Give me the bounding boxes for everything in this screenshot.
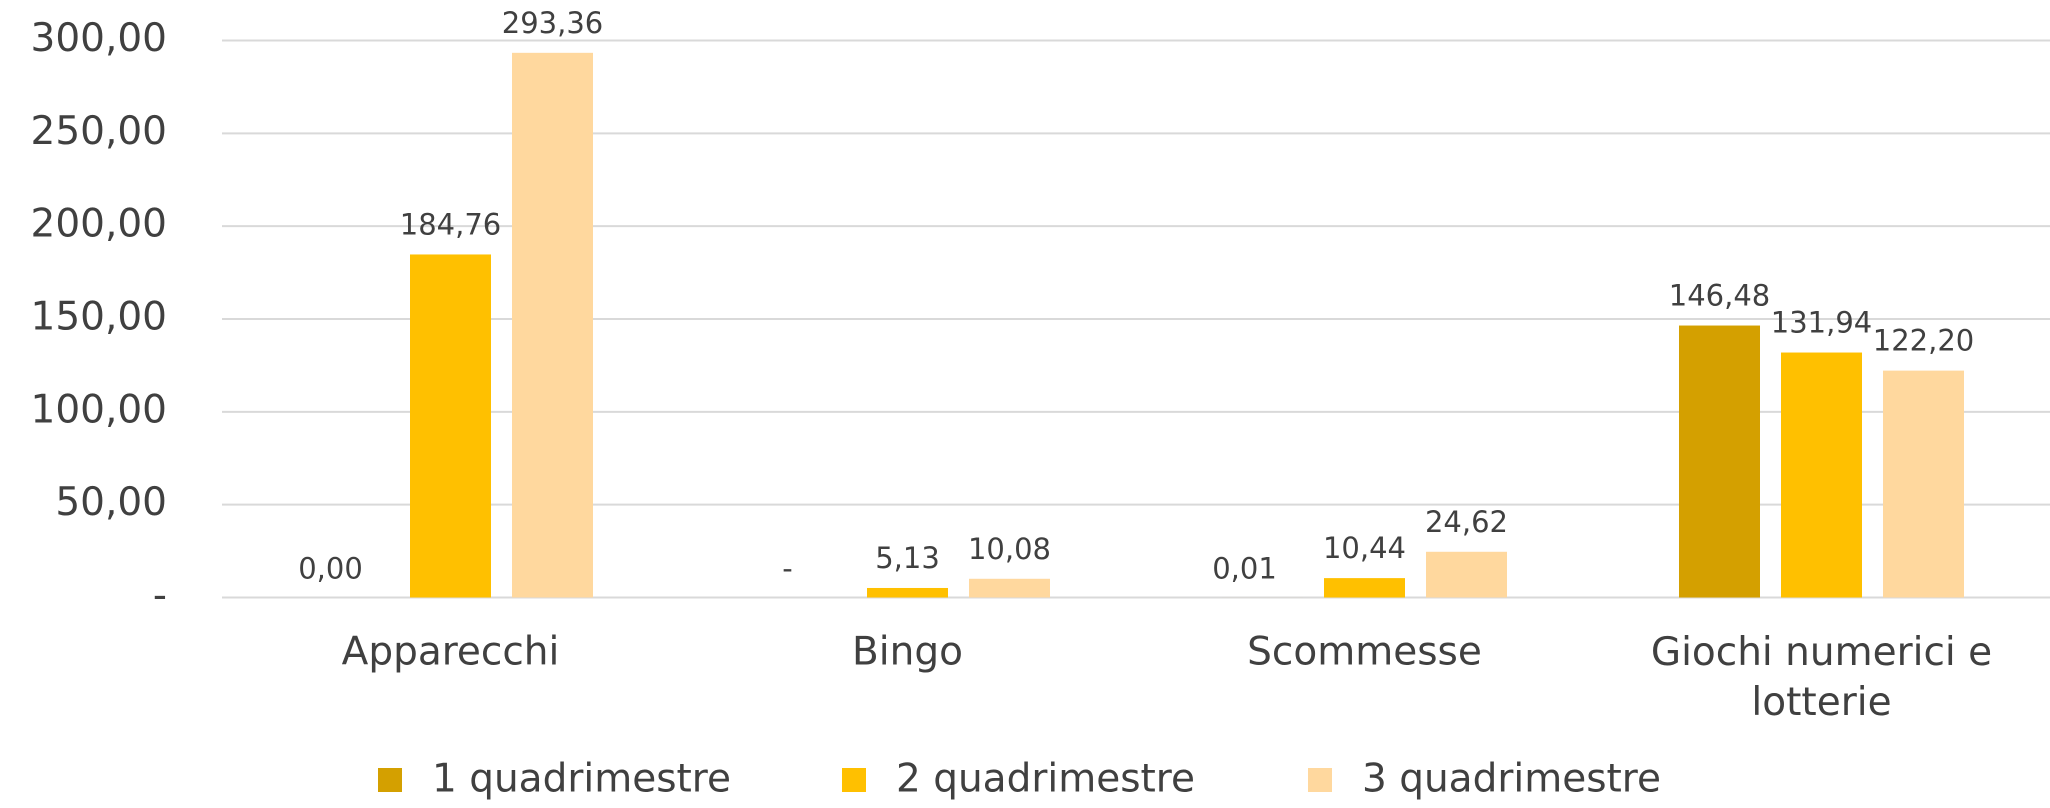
data-label: 146,48 (1669, 279, 1770, 313)
data-label: 293,36 (502, 6, 603, 40)
bar (512, 53, 593, 598)
legend-marker (1308, 768, 1332, 792)
data-label: 122,20 (1873, 324, 1974, 358)
bar (1324, 578, 1405, 597)
y-tick-label: 150,00 (31, 295, 167, 340)
x-tick-label: Bingo (852, 630, 963, 675)
bar (1883, 371, 1964, 598)
x-tick-label: Scommesse (1247, 630, 1482, 675)
x-tick-label-line: lotterie (1751, 680, 1891, 725)
y-tick-label: 50,00 (55, 480, 167, 525)
data-label: 184,76 (400, 207, 501, 241)
y-tick-label: 300,00 (31, 16, 167, 61)
y-tick-label: 200,00 (31, 202, 167, 247)
x-tick-label: Apparecchi (342, 630, 560, 675)
legend-marker (378, 768, 402, 792)
bar (1426, 552, 1507, 598)
legend-marker (842, 768, 866, 792)
bar (410, 254, 491, 597)
bar (969, 579, 1050, 598)
x-tick-label-line: Giochi numerici e (1651, 630, 1992, 675)
x-tick-label: Giochi numerici e lotterie (1651, 630, 1992, 725)
legend-label: 2 quadrimestre (896, 757, 1195, 802)
data-label: 5,13 (875, 541, 940, 575)
data-label: 131,94 (1771, 306, 1872, 340)
y-tick-label: - (153, 573, 167, 618)
y-tick-label: 250,00 (31, 109, 167, 154)
data-label: 10,44 (1323, 531, 1406, 565)
data-label: 0,01 (1212, 552, 1277, 586)
y-tick-label: 100,00 (31, 387, 167, 432)
bar (867, 588, 948, 598)
data-label: 10,08 (968, 532, 1051, 566)
bar (1781, 353, 1862, 598)
data-label: 0,00 (298, 552, 363, 586)
bar (1679, 326, 1760, 598)
legend-label: 3 quadrimestre (1362, 757, 1661, 802)
data-label: - (782, 552, 792, 586)
legend-label: 1 quadrimestre (432, 757, 731, 802)
data-label: 24,62 (1425, 505, 1508, 539)
